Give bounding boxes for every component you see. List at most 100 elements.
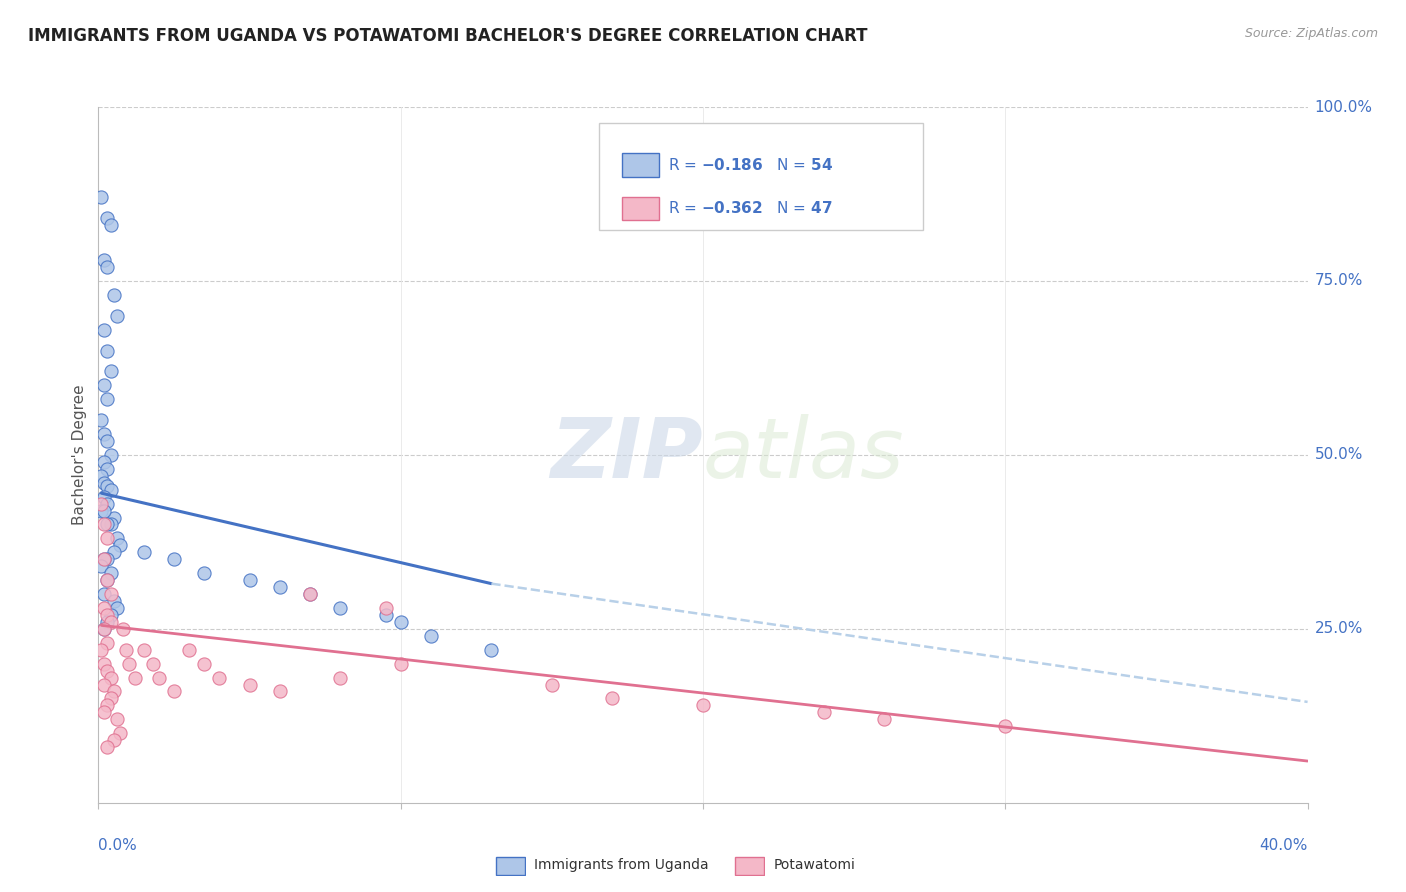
Point — [93, 378, 115, 392]
Point — [96, 532, 118, 546]
Point — [100, 691, 122, 706]
Text: IMMIGRANTS FROM UGANDA VS POTAWATOMI BACHELOR'S DEGREE CORRELATION CHART: IMMIGRANTS FROM UGANDA VS POTAWATOMI BAC… — [28, 27, 868, 45]
Point — [96, 573, 118, 587]
Point — [108, 538, 131, 552]
Point — [540, 677, 562, 691]
Text: atlas: atlas — [703, 415, 904, 495]
Point — [93, 503, 115, 517]
Point — [813, 706, 835, 720]
Point — [103, 594, 125, 608]
Point — [96, 607, 118, 622]
Point — [269, 580, 291, 594]
Point — [111, 622, 134, 636]
Point — [692, 698, 714, 713]
FancyBboxPatch shape — [621, 196, 659, 220]
Point — [93, 475, 115, 490]
Point — [163, 552, 186, 566]
Point — [96, 636, 118, 650]
Point — [103, 545, 125, 559]
Point — [124, 671, 146, 685]
Point — [93, 490, 115, 504]
Point — [132, 642, 155, 657]
Point — [90, 497, 112, 511]
Point — [93, 323, 115, 337]
Point — [602, 691, 624, 706]
Point — [90, 190, 112, 204]
Point — [994, 719, 1017, 733]
Text: ZIP: ZIP — [550, 415, 703, 495]
Point — [148, 671, 170, 685]
Point — [419, 629, 441, 643]
Text: R = $\mathbf{-0.362}$   N = $\mathbf{47}$: R = $\mathbf{-0.362}$ N = $\mathbf{47}$ — [668, 201, 832, 217]
Point — [103, 733, 125, 747]
Point — [93, 253, 115, 268]
Point — [142, 657, 165, 671]
Text: Immigrants from Uganda: Immigrants from Uganda — [534, 858, 709, 872]
Point — [93, 657, 115, 671]
Point — [96, 698, 118, 713]
Point — [93, 455, 115, 469]
Point — [96, 392, 118, 407]
Text: 50.0%: 50.0% — [1315, 448, 1362, 462]
Point — [193, 566, 215, 581]
Point — [105, 309, 128, 323]
Point — [93, 601, 115, 615]
Point — [96, 497, 118, 511]
Text: 100.0%: 100.0% — [1315, 100, 1372, 114]
Point — [299, 587, 322, 601]
Point — [93, 622, 115, 636]
Point — [96, 343, 118, 358]
Point — [93, 552, 115, 566]
Point — [873, 712, 896, 726]
Point — [100, 615, 122, 629]
Text: Source: ZipAtlas.com: Source: ZipAtlas.com — [1244, 27, 1378, 40]
Point — [103, 288, 125, 302]
Point — [93, 517, 115, 532]
Point — [90, 468, 112, 483]
Point — [481, 642, 503, 657]
Point — [96, 552, 118, 566]
Point — [96, 434, 118, 448]
Point — [96, 573, 118, 587]
Point — [329, 671, 352, 685]
Point — [100, 566, 122, 581]
Point — [299, 587, 322, 601]
Point — [100, 587, 122, 601]
Text: Potawatomi: Potawatomi — [773, 858, 855, 872]
Point — [374, 607, 396, 622]
Point — [163, 684, 186, 698]
FancyBboxPatch shape — [496, 857, 524, 875]
Point — [100, 448, 122, 462]
Point — [96, 260, 118, 274]
Point — [389, 615, 412, 629]
Point — [193, 657, 215, 671]
Point — [100, 517, 122, 532]
Point — [269, 684, 291, 698]
Point — [90, 559, 112, 574]
Text: 0.0%: 0.0% — [98, 838, 138, 854]
Point — [96, 462, 118, 476]
Point — [118, 657, 141, 671]
Point — [96, 479, 118, 493]
Point — [96, 615, 118, 629]
Point — [93, 552, 115, 566]
Point — [177, 642, 201, 657]
Point — [239, 677, 262, 691]
Point — [100, 671, 122, 685]
Point — [93, 427, 115, 442]
Point — [96, 211, 118, 226]
Point — [105, 601, 128, 615]
Point — [90, 642, 112, 657]
Point — [90, 413, 112, 427]
Point — [93, 677, 115, 691]
Text: 75.0%: 75.0% — [1315, 274, 1362, 288]
Point — [103, 684, 125, 698]
Point — [239, 573, 262, 587]
Point — [96, 664, 118, 678]
Point — [329, 601, 352, 615]
Text: 40.0%: 40.0% — [1260, 838, 1308, 854]
Point — [103, 510, 125, 524]
Point — [105, 712, 128, 726]
Point — [105, 532, 128, 546]
Point — [108, 726, 131, 740]
